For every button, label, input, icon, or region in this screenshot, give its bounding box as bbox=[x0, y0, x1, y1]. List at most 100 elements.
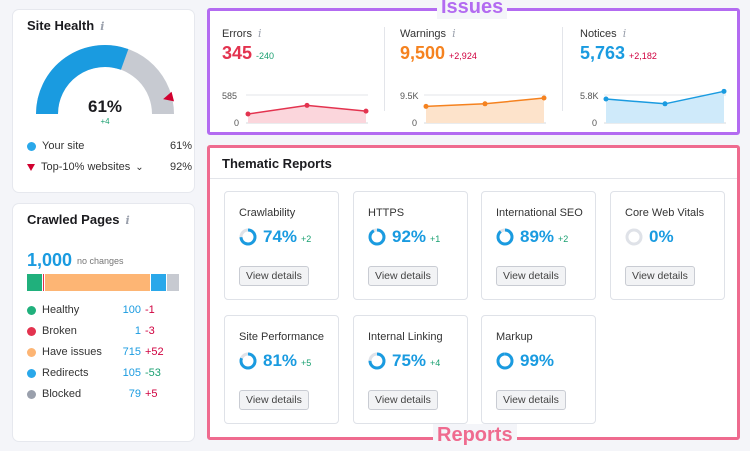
your-site-dot bbox=[27, 141, 36, 151]
divider bbox=[384, 27, 385, 111]
y-axis-bottom-label: 0 bbox=[412, 118, 417, 128]
crawl-row-change: +52 bbox=[145, 346, 164, 358]
reports-label: Reports bbox=[433, 424, 517, 447]
view-details-button[interactable]: View details bbox=[368, 266, 438, 286]
trend-point bbox=[245, 111, 251, 117]
y-axis-top-label: 585 bbox=[222, 91, 237, 101]
legend-your-site-label: Your site bbox=[42, 140, 85, 152]
issue-errors: Errors i 345 -240 585 0 bbox=[222, 27, 382, 128]
legend-top10[interactable]: Top-10% websites ⌄ 92% bbox=[27, 161, 192, 173]
issue-value[interactable]: 345 bbox=[222, 43, 253, 63]
crawl-row-change: +5 bbox=[145, 388, 158, 400]
crawl-row-label: Blocked bbox=[42, 388, 82, 400]
status-dot bbox=[27, 368, 36, 378]
info-icon[interactable]: i bbox=[257, 27, 262, 40]
report-name: Site Performance bbox=[239, 331, 324, 343]
view-details-button[interactable]: View details bbox=[496, 266, 566, 286]
view-details-button[interactable]: View details bbox=[239, 390, 309, 410]
view-details-button[interactable]: View details bbox=[496, 390, 566, 410]
progress-ring-icon bbox=[496, 228, 514, 246]
crawl-row-redirects: Redirects 105 -53 bbox=[27, 367, 177, 379]
report-score: 99% bbox=[496, 351, 558, 371]
issue-name: Notices bbox=[580, 28, 617, 40]
crawled-pages-title-text: Crawled Pages bbox=[27, 212, 120, 227]
report-score: 81% +5 bbox=[239, 351, 311, 371]
view-details-button[interactable]: View details bbox=[625, 266, 695, 286]
crawl-bar-segment-blocked[interactable] bbox=[167, 274, 179, 291]
issue-trend-chart: 5.8K 0 bbox=[580, 88, 727, 128]
crawl-row-change: -3 bbox=[145, 325, 155, 337]
divider bbox=[562, 27, 563, 111]
crawled-total[interactable]: 1,000 bbox=[27, 250, 73, 270]
status-dot bbox=[27, 389, 36, 399]
report-name: Core Web Vitals bbox=[625, 207, 705, 219]
status-dot bbox=[27, 326, 36, 336]
issue-trend-chart: 9.5K 0 bbox=[400, 91, 547, 128]
trend-point bbox=[304, 102, 310, 108]
progress-ring-icon bbox=[239, 352, 257, 370]
y-axis-bottom-label: 0 bbox=[234, 118, 239, 128]
issues-panel: Errors i 345 -240 585 0 Warnings i 9,500 +2,924 9.… bbox=[207, 8, 740, 135]
report-percent: 0% bbox=[649, 227, 674, 246]
issues-label: Issues bbox=[437, 0, 508, 19]
y-axis-top-label: 9.5K bbox=[400, 91, 419, 101]
crawl-row-count[interactable]: 1 bbox=[134, 325, 141, 337]
trend-point bbox=[662, 101, 668, 107]
crawl-bar-segment-healthy[interactable] bbox=[27, 274, 42, 291]
crawl-bar-segment-have-issues[interactable] bbox=[45, 274, 151, 291]
report-card-internal-linking: Internal Linking 75% +4 View details bbox=[353, 315, 468, 424]
issue-warnings: Warnings i 9,500 +2,924 9.5K 0 bbox=[400, 27, 560, 128]
site-health-card: Site Health i 61% +4 Your site 61% Top-10… bbox=[13, 10, 194, 192]
trend-point bbox=[363, 108, 369, 114]
view-details-button[interactable]: View details bbox=[239, 266, 309, 286]
crawl-row-label: Broken bbox=[42, 325, 77, 337]
site-health-title: Site Health i bbox=[27, 18, 104, 33]
issue-change: +2,182 bbox=[629, 51, 657, 61]
progress-ring-icon bbox=[239, 228, 257, 246]
report-change: +2 bbox=[558, 234, 569, 244]
report-percent: 89% bbox=[520, 227, 555, 246]
issue-value[interactable]: 5,763 bbox=[580, 43, 626, 63]
site-health-change: +4 bbox=[100, 117, 110, 126]
legend-top10-label: Top-10% websites bbox=[41, 161, 131, 173]
issue-value[interactable]: 9,500 bbox=[400, 43, 446, 63]
progress-ring-icon bbox=[368, 352, 386, 370]
report-score: 92% +1 bbox=[368, 227, 440, 247]
status-dot bbox=[27, 347, 36, 357]
trend-point bbox=[603, 96, 609, 102]
issue-change: +2,924 bbox=[449, 51, 477, 61]
report-change: +4 bbox=[430, 358, 441, 368]
report-name: Crawlability bbox=[239, 207, 296, 219]
issue-name: Warnings bbox=[400, 28, 447, 40]
crawled-pages-title: Crawled Pages i bbox=[27, 212, 130, 227]
report-change: +5 bbox=[301, 358, 312, 368]
y-axis-bottom-label: 0 bbox=[592, 118, 597, 128]
info-icon[interactable]: i bbox=[100, 20, 105, 33]
crawl-row-count[interactable]: 100 bbox=[122, 304, 141, 316]
issue-name: Errors bbox=[222, 28, 252, 40]
info-icon[interactable]: i bbox=[622, 27, 627, 40]
crawl-bar-segment-redirects[interactable] bbox=[151, 274, 167, 291]
crawled-pages-card: Crawled Pages i 1,000 no changes Healthy 1… bbox=[13, 204, 194, 441]
crawl-row-broken: Broken 1 -3 bbox=[27, 325, 177, 337]
report-card-https: HTTPS 92% +1 View details bbox=[353, 191, 468, 300]
crawl-row-label: Redirects bbox=[42, 367, 89, 379]
chevron-down-icon[interactable]: ⌄ bbox=[135, 161, 144, 173]
report-score: 75% +4 bbox=[368, 351, 440, 371]
progress-ring-icon bbox=[368, 228, 386, 246]
site-health-gauge: 61% +4 bbox=[36, 45, 175, 126]
crawl-row-have-issues: Have issues 715 +52 bbox=[27, 346, 177, 358]
crawl-row-count[interactable]: 105 bbox=[122, 367, 141, 379]
crawl-bar-segment-broken[interactable] bbox=[42, 274, 45, 291]
crawl-row-count[interactable]: 79 bbox=[128, 388, 141, 400]
report-name: Internal Linking bbox=[368, 331, 443, 343]
issue-notices: Notices i 5,763 +2,182 5.8K 0 bbox=[580, 27, 740, 128]
info-icon[interactable]: i bbox=[452, 27, 456, 40]
progress-ring-icon bbox=[625, 228, 643, 246]
legend-top10-value: 92% bbox=[169, 161, 192, 173]
top10-marker bbox=[163, 91, 175, 102]
info-icon[interactable]: i bbox=[125, 214, 130, 227]
report-name: Markup bbox=[496, 331, 533, 343]
crawl-row-count[interactable]: 715 bbox=[122, 346, 141, 358]
view-details-button[interactable]: View details bbox=[368, 390, 438, 410]
